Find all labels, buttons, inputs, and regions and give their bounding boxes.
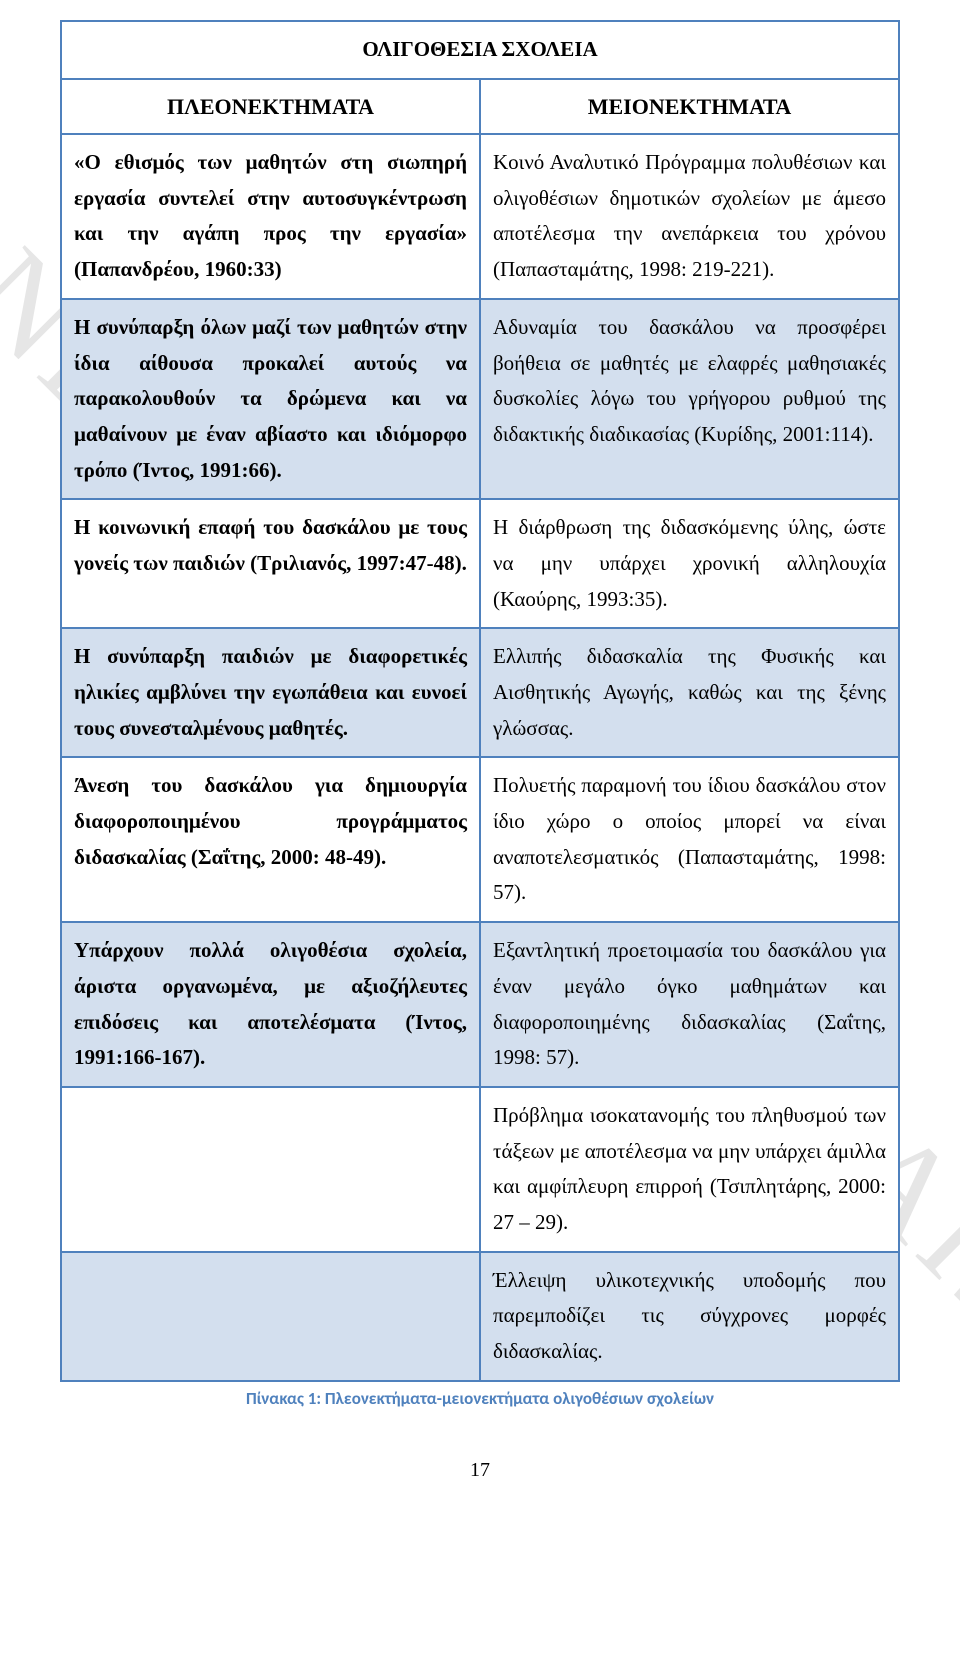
disadvantage-cell: Αδυναμία του δασκάλου να προσφέρει βοήθε… <box>480 299 899 499</box>
disadvantage-cell: Η διάρθρωση της διδασκόμενης ύλης, ώστε … <box>480 499 899 628</box>
disadvantage-cell: Κοινό Αναλυτικό Πρόγραμμα πολυθέσιων και… <box>480 134 899 299</box>
disadvantage-cell: Ελλιπής διδασκαλία της Φυσικής και Αισθη… <box>480 628 899 757</box>
table-row: Η κοινωνική επαφή του δασκάλου με τους γ… <box>61 499 899 628</box>
table-row: Άνεση του δασκάλου για δημιουργία διαφορ… <box>61 757 899 922</box>
table-row: Η συνύπαρξη παιδιών με διαφορετικές ηλικ… <box>61 628 899 757</box>
table-row: Η συνύπαρξη όλων μαζί των μαθητών στην ί… <box>61 299 899 499</box>
advantage-cell: Υπάρχουν πολλά ολιγοθέσια σχολεία, άριστ… <box>61 922 480 1087</box>
table-row: «Ο εθισμός των μαθητών στη σιωπηρή εργασ… <box>61 134 899 299</box>
advantage-cell <box>61 1087 480 1252</box>
advantage-cell: Η συνύπαρξη όλων μαζί των μαθητών στην ί… <box>61 299 480 499</box>
disadvantage-cell: Πρόβλημα ισοκατανομής του πληθυσμού των … <box>480 1087 899 1252</box>
comparison-table: ΟΛΙΓΟΘΕΣΙΑ ΣΧΟΛΕΙΑ ΠΛΕΟΝΕΚΤΗΜΑΤΑ ΜΕΙΟΝΕΚ… <box>60 20 900 1382</box>
advantage-cell: Η κοινωνική επαφή του δασκάλου με τους γ… <box>61 499 480 628</box>
header-disadvantages: ΜΕΙΟΝΕΚΤΗΜΑΤΑ <box>480 79 899 134</box>
disadvantage-cell: Έλλειψη υλικοτεχνικής υποδομής που παρεμ… <box>480 1252 899 1381</box>
table-caption: Πίνακας 1: Πλεονεκτήματα-μειονεκτήματα ο… <box>60 1388 900 1409</box>
table-row: Έλλειψη υλικοτεχνικής υποδομής που παρεμ… <box>61 1252 899 1381</box>
advantage-cell <box>61 1252 480 1381</box>
table-row: Υπάρχουν πολλά ολιγοθέσια σχολεία, άριστ… <box>61 922 899 1087</box>
table-row: Πρόβλημα ισοκατανομής του πληθυσμού των … <box>61 1087 899 1252</box>
advantage-cell: Άνεση του δασκάλου για δημιουργία διαφορ… <box>61 757 480 922</box>
advantage-cell: «Ο εθισμός των μαθητών στη σιωπηρή εργασ… <box>61 134 480 299</box>
advantage-cell: Η συνύπαρξη παιδιών με διαφορετικές ηλικ… <box>61 628 480 757</box>
page-number: 17 <box>60 1459 900 1482</box>
disadvantage-cell: Πολυετής παραμονή του ίδιου δασκάλου στο… <box>480 757 899 922</box>
table-title: ΟΛΙΓΟΘΕΣΙΑ ΣΧΟΛΕΙΑ <box>61 21 899 79</box>
header-advantages: ΠΛΕΟΝΕΚΤΗΜΑΤΑ <box>61 79 480 134</box>
disadvantage-cell: Εξαντλητική προετοιμασία του δασκάλου γι… <box>480 922 899 1087</box>
